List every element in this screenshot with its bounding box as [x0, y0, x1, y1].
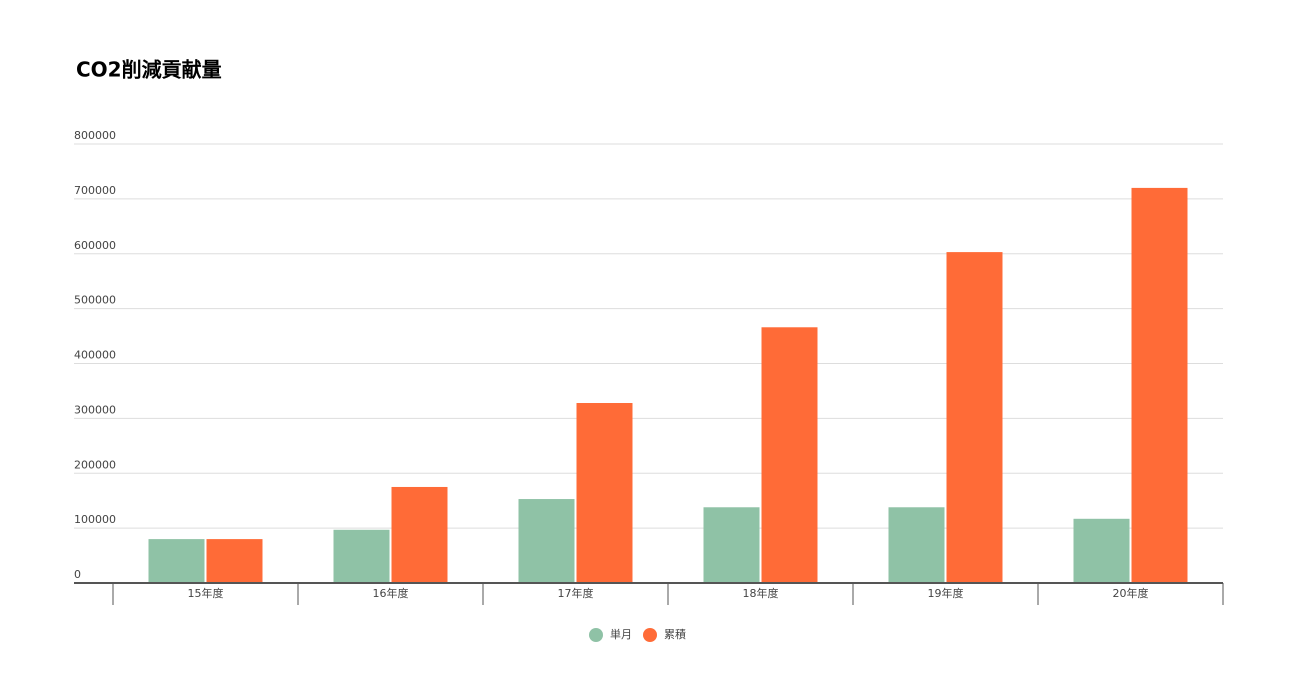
bar [206, 539, 263, 583]
legend-swatch [643, 628, 657, 642]
bar [703, 507, 760, 583]
legend-label: 単月 [610, 627, 632, 641]
y-tick-label: 800000 [74, 129, 116, 142]
x-tick-label: 18年度 [743, 586, 779, 600]
y-tick-label: 300000 [74, 403, 116, 416]
y-tick-label: 400000 [74, 349, 116, 362]
bar [333, 529, 390, 583]
x-tick-label: 17年度 [558, 586, 594, 600]
chart-title: CO2削減貢献量 [76, 58, 222, 82]
y-tick-label: 600000 [74, 239, 116, 252]
bar [1131, 187, 1188, 583]
bar [888, 507, 945, 583]
bar [391, 486, 448, 583]
y-tick-label: 0 [74, 568, 81, 581]
y-tick-label: 700000 [74, 184, 116, 197]
x-tick-label: 20年度 [1113, 586, 1149, 600]
bar [576, 403, 633, 583]
legend-label: 累積 [664, 627, 686, 641]
bar [761, 327, 818, 583]
x-tick-label: 16年度 [373, 586, 409, 600]
x-tick-label: 15年度 [188, 586, 224, 600]
y-tick-label: 200000 [74, 458, 116, 471]
y-tick-label: 500000 [74, 294, 116, 307]
y-tick-label: 100000 [74, 513, 116, 526]
legend-swatch [589, 628, 603, 642]
bar [1073, 518, 1130, 583]
x-tick-label: 19年度 [928, 586, 964, 600]
bar [148, 539, 205, 583]
bar [946, 252, 1003, 583]
bar [518, 499, 575, 583]
